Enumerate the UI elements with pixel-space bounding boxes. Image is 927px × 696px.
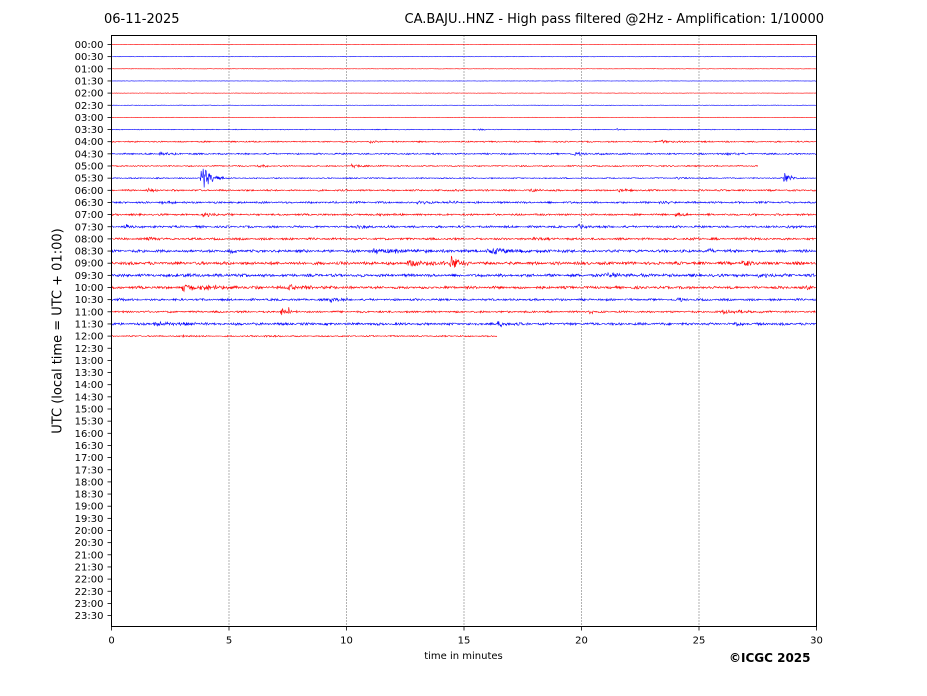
y-tick-label: 00:00 — [75, 40, 104, 51]
y-tick-label: 07:00 — [75, 210, 104, 221]
trace-line-0530 — [111, 168, 817, 188]
x-axis-label: time in minutes — [0, 651, 927, 662]
y-tick-label: 17:30 — [75, 465, 104, 476]
y-tick-label: 05:00 — [75, 162, 104, 173]
y-tick-label: 04:30 — [75, 149, 104, 160]
copyright-notice: ©ICGC 2025 — [729, 651, 811, 665]
y-tick-label: 13:00 — [75, 356, 104, 367]
y-tick-label: 03:30 — [75, 125, 104, 136]
chart-date: 06-11-2025 — [104, 12, 180, 27]
y-tick-label: 08:30 — [75, 247, 104, 258]
y-tick-label: 20:30 — [75, 538, 104, 549]
y-tick-label: 18:00 — [75, 477, 104, 488]
trace-line-0500 — [111, 162, 759, 169]
y-tick-label: 15:30 — [75, 417, 104, 428]
trace-line-1200 — [111, 333, 498, 339]
y-tick-label: 11:00 — [75, 307, 104, 318]
y-axis-label: UTC (local time = UTC + 01:00) — [50, 228, 66, 434]
y-tick-label: 18:30 — [75, 490, 104, 501]
trace-line-1130 — [111, 320, 817, 328]
y-tick-label: 08:00 — [75, 234, 104, 245]
plot-frame — [111, 35, 817, 627]
y-tick-label: 23:30 — [75, 611, 104, 622]
y-tick-label: 02:00 — [75, 89, 104, 100]
y-tick-label: 23:00 — [75, 599, 104, 610]
y-tick-label: 13:30 — [75, 368, 104, 379]
chart-title: CA.BAJU..HNZ - High pass filtered @2Hz -… — [404, 12, 825, 27]
y-tick-label: 00:30 — [75, 52, 104, 63]
y-tick-label: 15:00 — [75, 405, 104, 416]
y-tick-label: 11:30 — [75, 319, 104, 330]
trace-line-0730 — [111, 223, 817, 230]
trace-line-0930 — [111, 271, 817, 279]
y-tick-label: 06:00 — [75, 186, 104, 197]
y-tick-label: 22:30 — [75, 587, 104, 598]
y-tick-label: 16:00 — [75, 429, 104, 440]
y-tick-label: 10:00 — [75, 283, 104, 294]
x-axis-label-text: time in minutes — [424, 651, 503, 662]
trace-line-1000 — [111, 283, 817, 293]
y-tick-label: 09:30 — [75, 271, 104, 282]
y-tick-label: 10:30 — [75, 295, 104, 306]
y-tick-label: 14:00 — [75, 380, 104, 391]
trace-line-0430 — [111, 151, 817, 156]
y-tick-label: 14:30 — [75, 392, 104, 403]
y-tick-label: 19:00 — [75, 502, 104, 513]
y-tick-label: 12:00 — [75, 332, 104, 343]
y-tick-label: 19:30 — [75, 514, 104, 525]
x-axis-ticks: 0 5 10 15 20 25 30 — [108, 626, 823, 647]
trace-line-0700 — [111, 212, 817, 218]
trace-line-0800 — [111, 236, 817, 242]
y-tick-label: 04:00 — [75, 137, 104, 148]
y-tick-label: 20:00 — [75, 526, 104, 537]
y-tick-label: 02:30 — [75, 101, 104, 112]
y-tick-label: 21:30 — [75, 562, 104, 573]
trace-line-0330 — [111, 128, 817, 131]
trace-line-1100 — [111, 307, 817, 316]
x-tick-label: 15 — [458, 636, 471, 647]
trace-line-0600 — [111, 187, 817, 193]
trace-line-0630 — [111, 199, 817, 205]
x-tick-label: 0 — [108, 636, 114, 647]
y-tick-label: 16:30 — [75, 441, 104, 452]
x-tick-label: 5 — [226, 636, 232, 647]
y-tick-label: 21:00 — [75, 550, 104, 561]
trace-line-0900 — [111, 255, 817, 268]
trace-line-1030 — [111, 297, 817, 303]
y-tick-label: 05:30 — [75, 174, 104, 185]
x-tick-label: 30 — [810, 636, 823, 647]
y-tick-label: 06:30 — [75, 198, 104, 209]
y-tick-label: 01:00 — [75, 64, 104, 75]
y-tick-label: 22:00 — [75, 575, 104, 586]
seismic-traces — [111, 43, 817, 339]
y-tick-label: 12:30 — [75, 344, 104, 355]
y-tick-label: 01:30 — [75, 76, 104, 87]
x-tick-label: 10 — [340, 636, 353, 647]
y-tick-label: 03:00 — [75, 113, 104, 124]
x-tick-label: 20 — [575, 636, 588, 647]
gridlines — [228, 35, 700, 627]
y-tick-label: 09:00 — [75, 259, 104, 270]
x-tick-label: 25 — [693, 636, 706, 647]
trace-line-0400 — [111, 139, 817, 145]
y-tick-label: 17:00 — [75, 453, 104, 464]
y-tick-label: 07:30 — [75, 222, 104, 233]
trace-line-0830 — [111, 247, 817, 255]
